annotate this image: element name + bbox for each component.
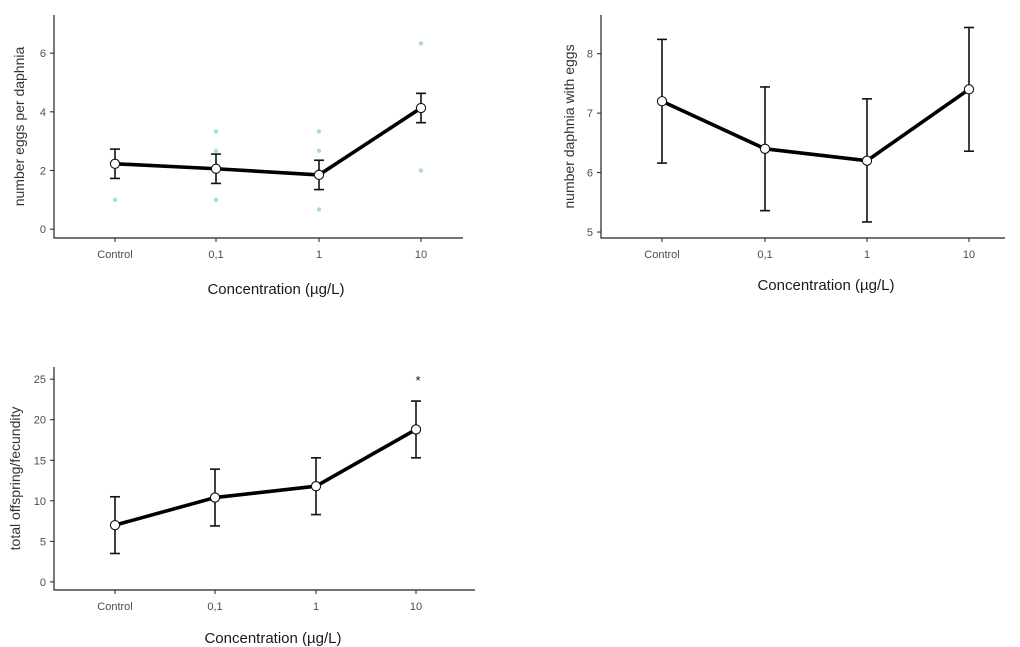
mean-point	[410, 424, 422, 435]
mean-point	[209, 492, 221, 503]
mean-point	[109, 519, 121, 531]
y-tick-label: 6	[587, 168, 593, 180]
y-tick-label: 5	[40, 536, 46, 548]
x-axis-label: Concentration (µg/L)	[207, 281, 344, 298]
chart-daphnia-with-eggs: 5 6 7 8 Control 0,1 1 10 number daphnia with egg…	[561, 15, 1005, 294]
raw-data-point	[316, 207, 322, 212]
mean-point	[963, 84, 975, 95]
series-line	[113, 106, 423, 177]
raw-data-point	[418, 41, 424, 46]
mean-point	[210, 163, 222, 174]
raw-data-point	[316, 148, 322, 154]
series-line	[660, 87, 971, 163]
mean-point	[759, 143, 771, 154]
x-tick-label: 0,1	[208, 249, 223, 261]
x-tick-label: Control	[644, 249, 679, 261]
raw-data-point	[213, 129, 219, 134]
y-tick-label: 7	[587, 108, 593, 120]
y-tick-label: 0	[40, 577, 46, 589]
mean-point	[656, 96, 668, 107]
raw-data-point	[213, 197, 219, 203]
x-tick-label: 1	[316, 249, 322, 261]
x-tick-label: Control	[97, 249, 132, 261]
y-tick-label: 10	[34, 496, 46, 508]
series-line	[113, 427, 418, 527]
raw-data-point	[112, 197, 118, 203]
y-tick-label: 5	[587, 227, 593, 239]
mean-point	[313, 169, 325, 181]
x-tick-label: 0,1	[757, 249, 772, 261]
raw-data-point	[316, 129, 322, 134]
y-tick-label: 6	[40, 48, 46, 60]
y-axis-label: number eggs per daphnia	[11, 47, 27, 207]
x-tick-label: Control	[97, 601, 132, 613]
mean-point	[861, 155, 873, 166]
mean-point	[415, 102, 427, 114]
raw-data-point	[418, 168, 424, 173]
y-tick-label: 15	[34, 455, 46, 467]
x-tick-label: 10	[963, 249, 975, 261]
y-tick-label: 4	[40, 107, 46, 119]
x-axis-label: Concentration (µg/L)	[757, 277, 894, 294]
chart-eggs-per-daphnia: 0 2 4 6 Control 0,1 1 10 number eggs per daphnia…	[11, 15, 463, 298]
mean-point	[109, 158, 121, 169]
x-tick-label: 10	[410, 601, 422, 613]
y-tick-label: 0	[40, 224, 46, 236]
x-tick-label: 1	[864, 249, 870, 261]
x-tick-label: 1	[313, 601, 319, 613]
significance-marker: *	[415, 373, 420, 388]
x-tick-label: 0,1	[207, 601, 222, 613]
x-axis-label: Concentration (µg/L)	[204, 630, 341, 647]
y-tick-label: 2	[40, 166, 46, 178]
x-tick-label: 10	[415, 249, 427, 261]
mean-point	[310, 481, 322, 492]
y-tick-label: 20	[34, 415, 46, 427]
y-tick-label: 8	[587, 49, 593, 61]
y-tick-label: 25	[34, 374, 46, 386]
chart-total-offspring: 0 5 10 15 20 25 Control 0,1 1 10 total offspring/f…	[7, 367, 475, 647]
y-axis-label: total offspring/fecundity	[7, 407, 23, 551]
raw-data-point	[213, 148, 219, 154]
y-axis-label: number daphnia with eggs	[561, 44, 577, 208]
